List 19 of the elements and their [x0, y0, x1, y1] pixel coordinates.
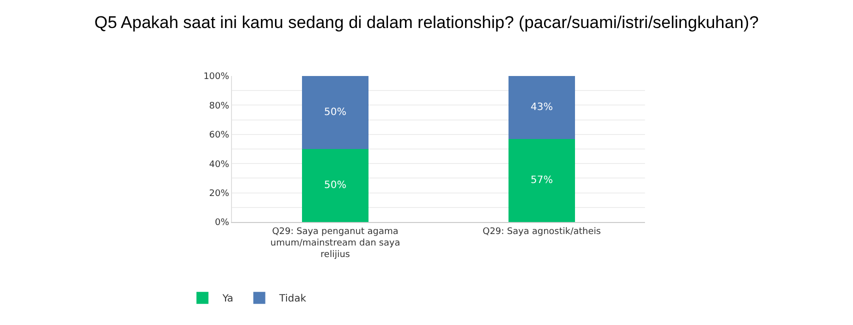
bar [302, 76, 368, 149]
y-tick-label: 100% [203, 72, 230, 82]
y-tick-label: 40% [209, 160, 230, 170]
y-tick-label: 60% [209, 130, 230, 141]
y-tick-label: 80% [209, 101, 230, 112]
bar [508, 138, 575, 222]
data-label: 50% [324, 107, 346, 118]
chart-title: Q5 Apakah saat ini kamu sedang di dalam relationship? (pacar/suami/istri/selingkuhan)? [94, 13, 759, 32]
data-label: 50% [324, 180, 346, 191]
x-tick-label: Q29: Saya agnostik/atheis [482, 226, 602, 237]
legend-label: Tidak [278, 294, 306, 305]
bar [508, 76, 575, 139]
bar [302, 149, 368, 222]
x-tick-label: Q29: Saya penganut agama umum/mainstream dan saya relijius [270, 226, 400, 260]
legend-label: Ya [221, 294, 234, 305]
y-tick-label: 0% [214, 218, 230, 228]
data-label: 57% [530, 174, 553, 186]
data-label: 43% [530, 102, 553, 113]
y-tick-label: 20% [209, 188, 230, 199]
